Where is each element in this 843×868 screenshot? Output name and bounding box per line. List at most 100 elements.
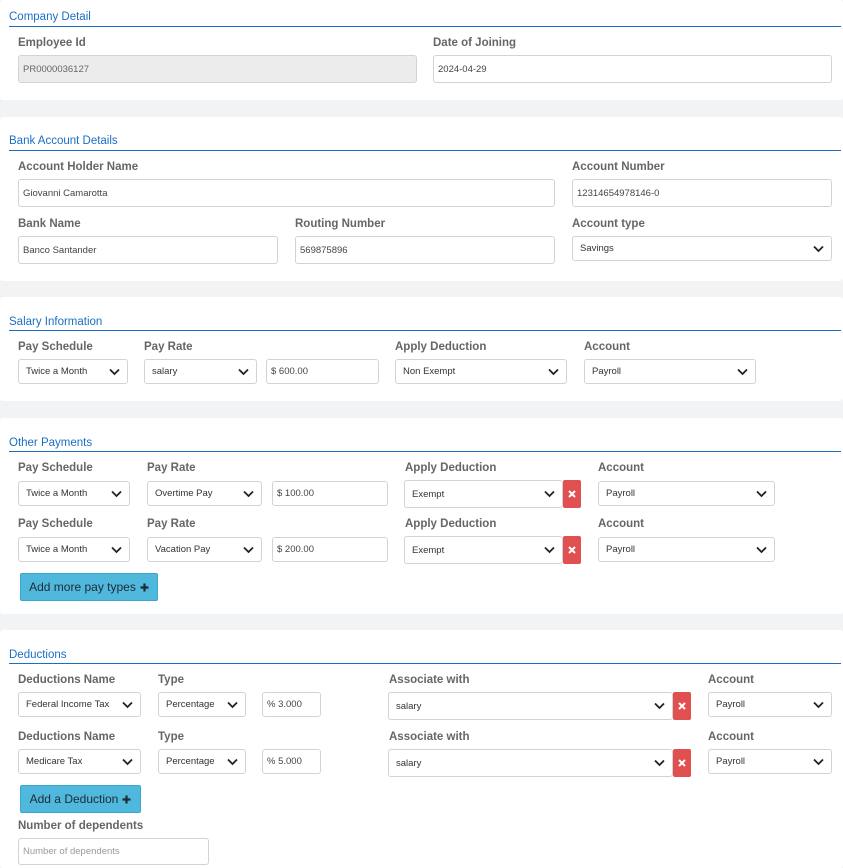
chevron-down-icon — [544, 546, 555, 554]
account-select[interactable]: Payroll — [598, 537, 775, 562]
deduction-type-label: Type — [158, 674, 184, 686]
pay-schedule-value: Twice a Month — [26, 488, 88, 499]
deduction-type-value: Percentage — [166, 756, 215, 767]
account-value: Payroll — [606, 544, 636, 555]
chevron-down-icon — [243, 546, 254, 553]
associate-with-select[interactable]: salary — [388, 692, 673, 720]
pay-amount-field[interactable]: $ 200.00 — [272, 537, 388, 562]
pay-schedule-value: Twice a Month — [26, 544, 88, 555]
account-label: Account — [708, 731, 754, 743]
pay-schedule-select[interactable]: Twice a Month — [18, 481, 130, 506]
pay-schedule-value: Twice a Month — [26, 366, 88, 377]
associate-with-select[interactable]: salary — [388, 749, 673, 777]
doj-field[interactable]: 2024-04-29 — [433, 55, 832, 83]
bank-name-label: Bank Name — [18, 218, 81, 230]
routing-number-label: Routing Number — [295, 218, 386, 230]
account-value: Payroll — [592, 366, 622, 377]
apply-deduction-label: Apply Deduction — [405, 518, 497, 530]
bank-details-card: Bank Account Details Account Holder Name… — [0, 117, 843, 281]
section-title-bank: Bank Account Details — [9, 135, 118, 147]
remove-pay-type-button[interactable] — [563, 536, 581, 564]
section-title-salary: Salary Information — [9, 316, 103, 328]
chevron-down-icon — [227, 701, 238, 708]
section-divider — [9, 150, 841, 151]
account-value: Payroll — [716, 756, 746, 767]
account-holder-label: Account Holder Name — [18, 161, 139, 173]
chevron-down-icon — [111, 490, 122, 497]
dependents-input[interactable]: Number of dependents — [18, 838, 209, 865]
account-number-label: Account Number — [572, 161, 665, 173]
deductions-card: Deductions Deductions Name Federal Incom… — [0, 630, 843, 868]
bank-name-field[interactable]: Banco Santander — [18, 236, 278, 264]
employee-id-label: Employee Id — [18, 37, 86, 49]
deduction-amount-field[interactable]: % 3.000 — [262, 692, 321, 717]
close-icon — [568, 490, 576, 498]
account-number-field[interactable]: 12314654978146-0 — [572, 179, 832, 207]
apply-deduction-value: Exempt — [412, 544, 445, 556]
apply-deduction-select[interactable]: Non Exempt — [395, 359, 567, 384]
account-type-select[interactable]: Savings — [572, 236, 832, 261]
pay-rate-value: Vacation Pay — [155, 544, 211, 555]
account-select[interactable]: Payroll — [708, 749, 832, 774]
chevron-down-icon — [122, 701, 133, 708]
chevron-down-icon — [756, 490, 767, 497]
chevron-down-icon — [122, 758, 133, 765]
pay-rate-label: Pay Rate — [147, 518, 196, 530]
pay-rate-label: Pay Rate — [147, 462, 196, 474]
account-select[interactable]: Payroll — [708, 692, 832, 717]
apply-deduction-value: Non Exempt — [403, 366, 456, 377]
remove-deduction-button[interactable] — [673, 692, 691, 720]
apply-deduction-select[interactable]: Exempt — [404, 536, 563, 564]
deduction-type-select[interactable]: Percentage — [158, 692, 246, 717]
associate-with-value: salary — [396, 700, 422, 712]
account-select[interactable]: Payroll — [584, 359, 756, 384]
pay-schedule-select[interactable]: Twice a Month — [18, 537, 130, 562]
pay-amount-field[interactable]: $ 600.00 — [266, 359, 379, 384]
deduction-type-select[interactable]: Percentage — [158, 749, 246, 774]
account-value: Payroll — [606, 488, 636, 499]
account-label: Account — [598, 518, 644, 530]
chevron-down-icon — [737, 368, 748, 375]
doj-label: Date of Joining — [433, 37, 517, 49]
pay-schedule-select[interactable]: Twice a Month — [18, 359, 128, 384]
pay-rate-select[interactable]: Vacation Pay — [147, 537, 262, 562]
chevron-down-icon — [756, 546, 767, 553]
section-divider — [9, 330, 841, 331]
account-label: Account — [708, 674, 754, 686]
remove-pay-type-button[interactable] — [563, 480, 581, 508]
company-detail-card: Company Detail Employee Id PR0000036127 … — [0, 0, 843, 100]
chevron-down-icon — [111, 546, 122, 553]
pay-amount-field[interactable]: $ 100.00 — [272, 481, 388, 506]
chevron-down-icon — [227, 758, 238, 765]
pay-rate-label: Pay Rate — [144, 341, 193, 353]
account-type-label: Account type — [572, 218, 645, 230]
chevron-down-icon — [813, 701, 824, 708]
apply-deduction-select[interactable]: Exempt — [404, 480, 563, 508]
account-select[interactable]: Payroll — [598, 481, 775, 506]
add-pay-type-button[interactable]: Add more pay types — [20, 573, 158, 601]
associate-with-label: Associate with — [389, 674, 470, 686]
account-label: Account — [584, 341, 630, 353]
other-payments-card: Other Payments Pay Schedule Twice a Mont… — [0, 418, 843, 614]
associate-with-value: salary — [396, 757, 422, 769]
pay-rate-select[interactable]: Overtime Pay — [147, 481, 262, 506]
deduction-name-select[interactable]: Medicare Tax — [18, 749, 141, 774]
deduction-amount-field[interactable]: % 5.000 — [262, 749, 321, 774]
employee-id-field[interactable]: PR0000036127 — [18, 55, 417, 83]
account-value: Payroll — [716, 699, 746, 710]
add-pay-type-label: Add more pay types — [29, 580, 136, 594]
account-type-value: Savings — [580, 243, 614, 254]
section-divider — [9, 451, 841, 452]
remove-deduction-button[interactable] — [673, 749, 691, 777]
pay-rate-select[interactable]: salary — [144, 359, 257, 384]
add-deduction-button[interactable]: Add a Deduction — [20, 785, 141, 813]
chevron-down-icon — [654, 702, 665, 710]
deduction-name-select[interactable]: Federal Income Tax — [18, 692, 141, 717]
chevron-down-icon — [109, 368, 120, 375]
routing-number-field[interactable]: 569875896 — [295, 236, 555, 264]
apply-deduction-label: Apply Deduction — [405, 462, 497, 474]
chevron-down-icon — [813, 245, 824, 252]
salary-info-card: Salary Information Pay Schedule Twice a … — [0, 297, 843, 401]
account-holder-field[interactable]: Giovanni Camarotta — [18, 179, 555, 207]
chevron-down-icon — [548, 368, 559, 375]
